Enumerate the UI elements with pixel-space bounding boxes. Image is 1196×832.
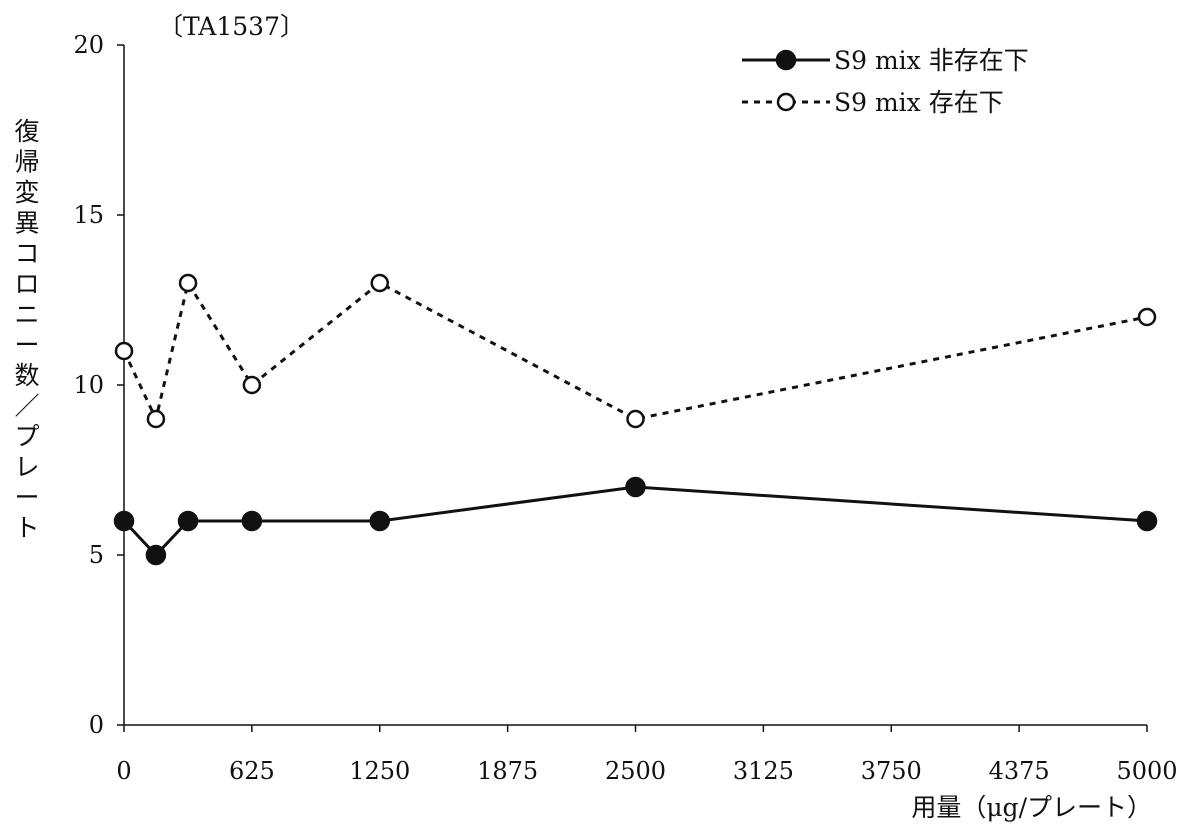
y-axis-label-char: ニ — [14, 300, 39, 329]
x-tick-label: 5000 — [1116, 757, 1177, 785]
series-layer — [113, 273, 1158, 566]
legend-marker — [776, 92, 796, 112]
x-tick-label: 3750 — [861, 757, 922, 785]
legend: S9 mix 非存在下 S9 mix 存在下 — [742, 46, 1029, 117]
y-tick-label: 5 — [89, 541, 104, 569]
y-axis-label: 復帰変異コロニー数／プレート — [14, 117, 39, 543]
x-tick-label: 2500 — [605, 757, 666, 785]
y-axis-label-char: ロ — [14, 270, 39, 299]
data-point — [1136, 510, 1158, 532]
y-axis-label-char: 復 — [14, 117, 39, 146]
data-point — [177, 510, 199, 532]
data-point — [626, 409, 645, 429]
legend-label: S9 mix 存在下 — [834, 88, 1004, 117]
y-tick-label: 10 — [73, 371, 104, 399]
x-tick-label: 0 — [116, 757, 131, 785]
y-tick-label: 15 — [73, 201, 104, 229]
data-point — [370, 273, 389, 293]
y-tick-label: 20 — [73, 31, 104, 59]
data-point — [178, 273, 198, 293]
y-tick-label: 0 — [89, 711, 104, 739]
y-axis-label-char: コ — [14, 239, 39, 268]
y-axis-label-char: レ — [14, 453, 39, 482]
y-axis-label-char: 数 — [14, 361, 39, 390]
y-axis-label-char: ト — [14, 514, 39, 543]
legend-marker — [775, 49, 797, 71]
series-2 — [114, 273, 1157, 429]
data-point — [242, 375, 262, 395]
chart-title: 〔TA1537〕 — [158, 12, 305, 41]
data-point — [369, 510, 390, 532]
x-tick-label: 625 — [229, 757, 275, 785]
y-axis-label-char: 異 — [14, 209, 39, 238]
data-point — [1137, 307, 1157, 327]
data-point — [241, 510, 263, 532]
y-axis-label-char: ー — [14, 331, 39, 360]
y-axis-label-char: ー — [14, 483, 39, 512]
axes: 0 5 10 15 20 0 625 1250 1875 2500 3125 3750 4375 5000 — [73, 31, 1177, 785]
x-tick-label: 1250 — [349, 757, 410, 785]
x-tick-label: 3125 — [733, 757, 794, 785]
data-point — [114, 341, 134, 361]
y-axis-label-char: プ — [14, 422, 39, 451]
data-point — [625, 476, 646, 498]
x-tick-label: 1875 — [477, 757, 538, 785]
x-axis-label: 用量（μg/プレート） — [911, 793, 1152, 822]
data-point — [146, 409, 166, 429]
data-point — [145, 544, 167, 566]
series-line — [122, 279, 1148, 424]
legend-label: S9 mix 非存在下 — [834, 46, 1029, 75]
y-axis-label-char: ／ — [14, 392, 39, 421]
y-axis-label-char: 帰 — [14, 148, 39, 177]
x-tick-label: 4375 — [989, 757, 1050, 785]
y-axis-label-char: 変 — [14, 178, 39, 207]
data-point — [113, 510, 135, 532]
series-1 — [113, 476, 1158, 566]
